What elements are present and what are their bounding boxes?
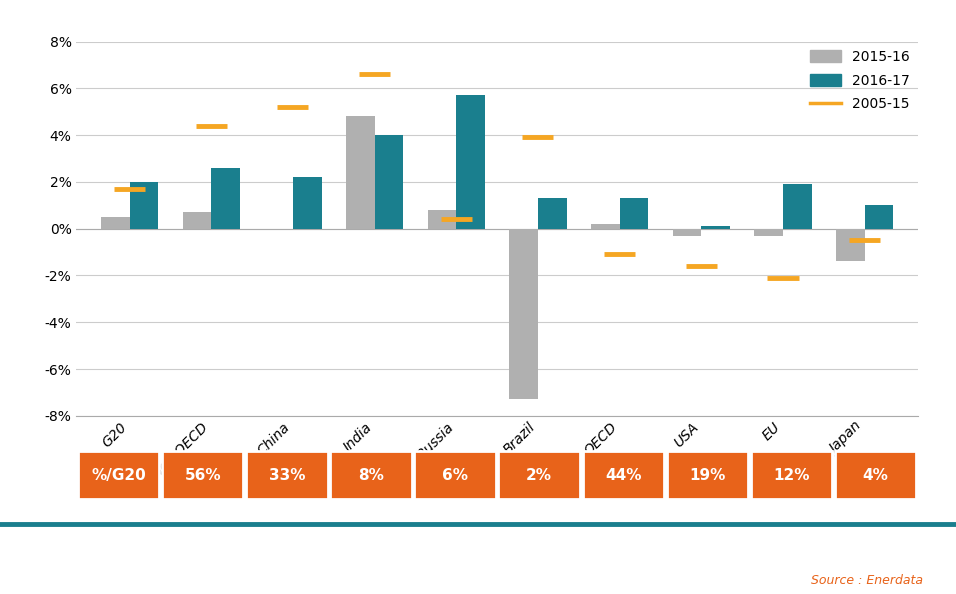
Bar: [130, 182, 158, 229]
FancyBboxPatch shape: [750, 451, 833, 499]
FancyBboxPatch shape: [77, 451, 160, 499]
Text: Source : Enerdata: Source : Enerdata: [811, 574, 923, 587]
FancyBboxPatch shape: [414, 451, 496, 499]
Bar: [864, 206, 893, 229]
FancyBboxPatch shape: [582, 451, 664, 499]
Text: 6%: 6%: [442, 467, 468, 483]
FancyBboxPatch shape: [330, 451, 412, 499]
Bar: [702, 226, 729, 229]
Text: 33%: 33%: [269, 467, 305, 483]
Bar: [456, 96, 485, 229]
Text: 12%: 12%: [773, 467, 810, 483]
Text: %/G20: %/G20: [91, 467, 146, 483]
Bar: [591, 224, 619, 229]
Text: 4%: 4%: [862, 467, 889, 483]
Bar: [783, 184, 812, 229]
Bar: [538, 198, 567, 229]
Legend: 2015-16, 2016-17, 2005-15: 2015-16, 2016-17, 2005-15: [804, 45, 915, 117]
Bar: [183, 212, 211, 229]
Text: 44%: 44%: [605, 467, 641, 483]
FancyBboxPatch shape: [162, 451, 244, 499]
Bar: [836, 229, 864, 261]
FancyBboxPatch shape: [666, 451, 749, 499]
Bar: [346, 116, 375, 229]
Bar: [375, 135, 403, 229]
FancyBboxPatch shape: [246, 451, 328, 499]
Bar: [427, 210, 456, 229]
Bar: [293, 177, 321, 229]
Text: 2%: 2%: [526, 467, 553, 483]
Bar: [673, 229, 702, 236]
Text: 56%: 56%: [185, 467, 221, 483]
FancyBboxPatch shape: [835, 451, 917, 499]
FancyBboxPatch shape: [498, 451, 580, 499]
Bar: [211, 168, 240, 229]
Text: 19%: 19%: [689, 467, 726, 483]
Bar: [754, 229, 783, 236]
Bar: [619, 198, 648, 229]
Text: 8%: 8%: [358, 467, 384, 483]
Bar: [510, 229, 538, 399]
Bar: [101, 217, 130, 229]
